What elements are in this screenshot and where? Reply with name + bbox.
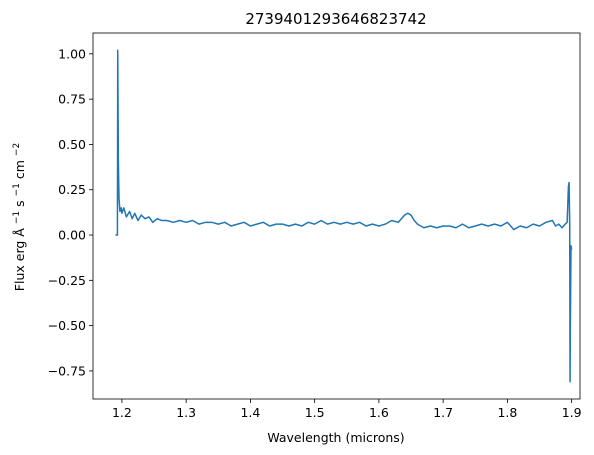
x-tick-label: 1.3	[176, 405, 196, 420]
x-tick-label: 1.5	[305, 405, 325, 420]
y-axis-label: Flux erg Å −1 s −1 cm −2	[7, 143, 27, 291]
x-tick-label: 1.8	[497, 405, 517, 420]
x-tick-label: 1.2	[112, 405, 132, 420]
plot-frame	[92, 32, 581, 400]
y-tick-label: −0.75	[48, 363, 86, 378]
y-tick-label: −0.25	[48, 273, 86, 288]
y-label-exp2: −1	[12, 183, 22, 196]
y-tick-label: 0.75	[58, 92, 86, 107]
y-label-prefix: Flux	[12, 265, 27, 291]
y-label-exp3: −2	[12, 143, 22, 156]
x-axis-label: Wavelength (microns)	[267, 430, 404, 445]
y-tick-label: 0.50	[58, 137, 86, 152]
x-tick-label: 1.7	[433, 405, 453, 420]
plot-area: 1.2 1.3 1.4 1.5 1.6 1.7 1.8 1.9 1.00 0.75 0.50 0.25…	[48, 32, 582, 420]
svg-text:Flux erg Å: Flux erg Å −1 s −1 cm −2	[7, 143, 27, 291]
y-label-s: s	[12, 200, 27, 207]
y-label-angstrom: Å	[12, 228, 27, 237]
x-tick-label: 1.9	[562, 405, 582, 420]
y-tick-label: 0.25	[58, 182, 86, 197]
y-label-unit: erg	[12, 241, 27, 262]
chart-title: 2739401293646823742	[245, 10, 426, 28]
y-label-exp1: −1	[12, 211, 22, 224]
y-tick-label: 1.00	[58, 46, 86, 61]
y-tick-label: −0.50	[48, 318, 86, 333]
x-tick-label: 1.6	[369, 405, 389, 420]
series-line-0	[115, 49, 573, 383]
x-tick-label: 1.4	[240, 405, 260, 420]
y-tick-label: 0.00	[58, 228, 86, 243]
y-label-cm: cm	[12, 160, 27, 179]
